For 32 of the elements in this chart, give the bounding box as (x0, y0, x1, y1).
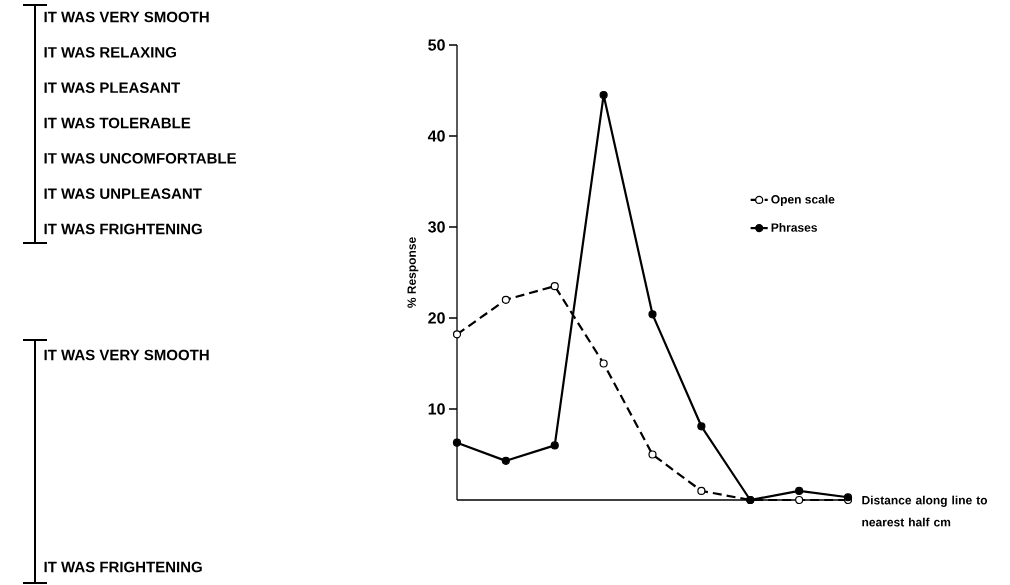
legend-label: Phrases (771, 223, 818, 232)
text: IT WAS FRIGHTENING (44, 561, 202, 573)
point (599, 90, 608, 100)
text: IT WAS RELAXING (44, 46, 176, 58)
y-tick-label: 30 (428, 221, 445, 233)
point (452, 330, 462, 339)
point (501, 295, 510, 304)
y-tick-label: 50 (428, 39, 445, 51)
point (648, 450, 657, 459)
text: IT WAS FRIGHTENING (44, 223, 202, 235)
point (697, 422, 706, 431)
y-axis-title: % Response (407, 237, 419, 308)
x-axis-title: Distance along line to nearest half cm (862, 495, 988, 527)
point (550, 282, 559, 291)
text: IT WAS VERY SMOOTH (44, 11, 209, 23)
legend-label: Open scale (771, 194, 835, 206)
y-tick-label: 40 (427, 130, 445, 142)
point (599, 359, 608, 368)
point (697, 486, 706, 495)
text: IT WAS VERY SMOOTH (44, 349, 209, 361)
point (452, 438, 462, 447)
point (550, 441, 559, 450)
text: IT WAS PLEASANT (44, 82, 181, 93)
text: IT WAS UNPLEASANT (44, 188, 202, 199)
y-tick-label: 10 (428, 403, 445, 415)
text: IT WAS TOLERABLE (44, 117, 191, 129)
point (795, 495, 804, 505)
y-tick-label: 20 (428, 312, 445, 324)
text: IT WAS UNCOMFORTABLE (44, 152, 236, 164)
point (648, 310, 657, 319)
point (795, 486, 804, 495)
point (501, 456, 510, 465)
